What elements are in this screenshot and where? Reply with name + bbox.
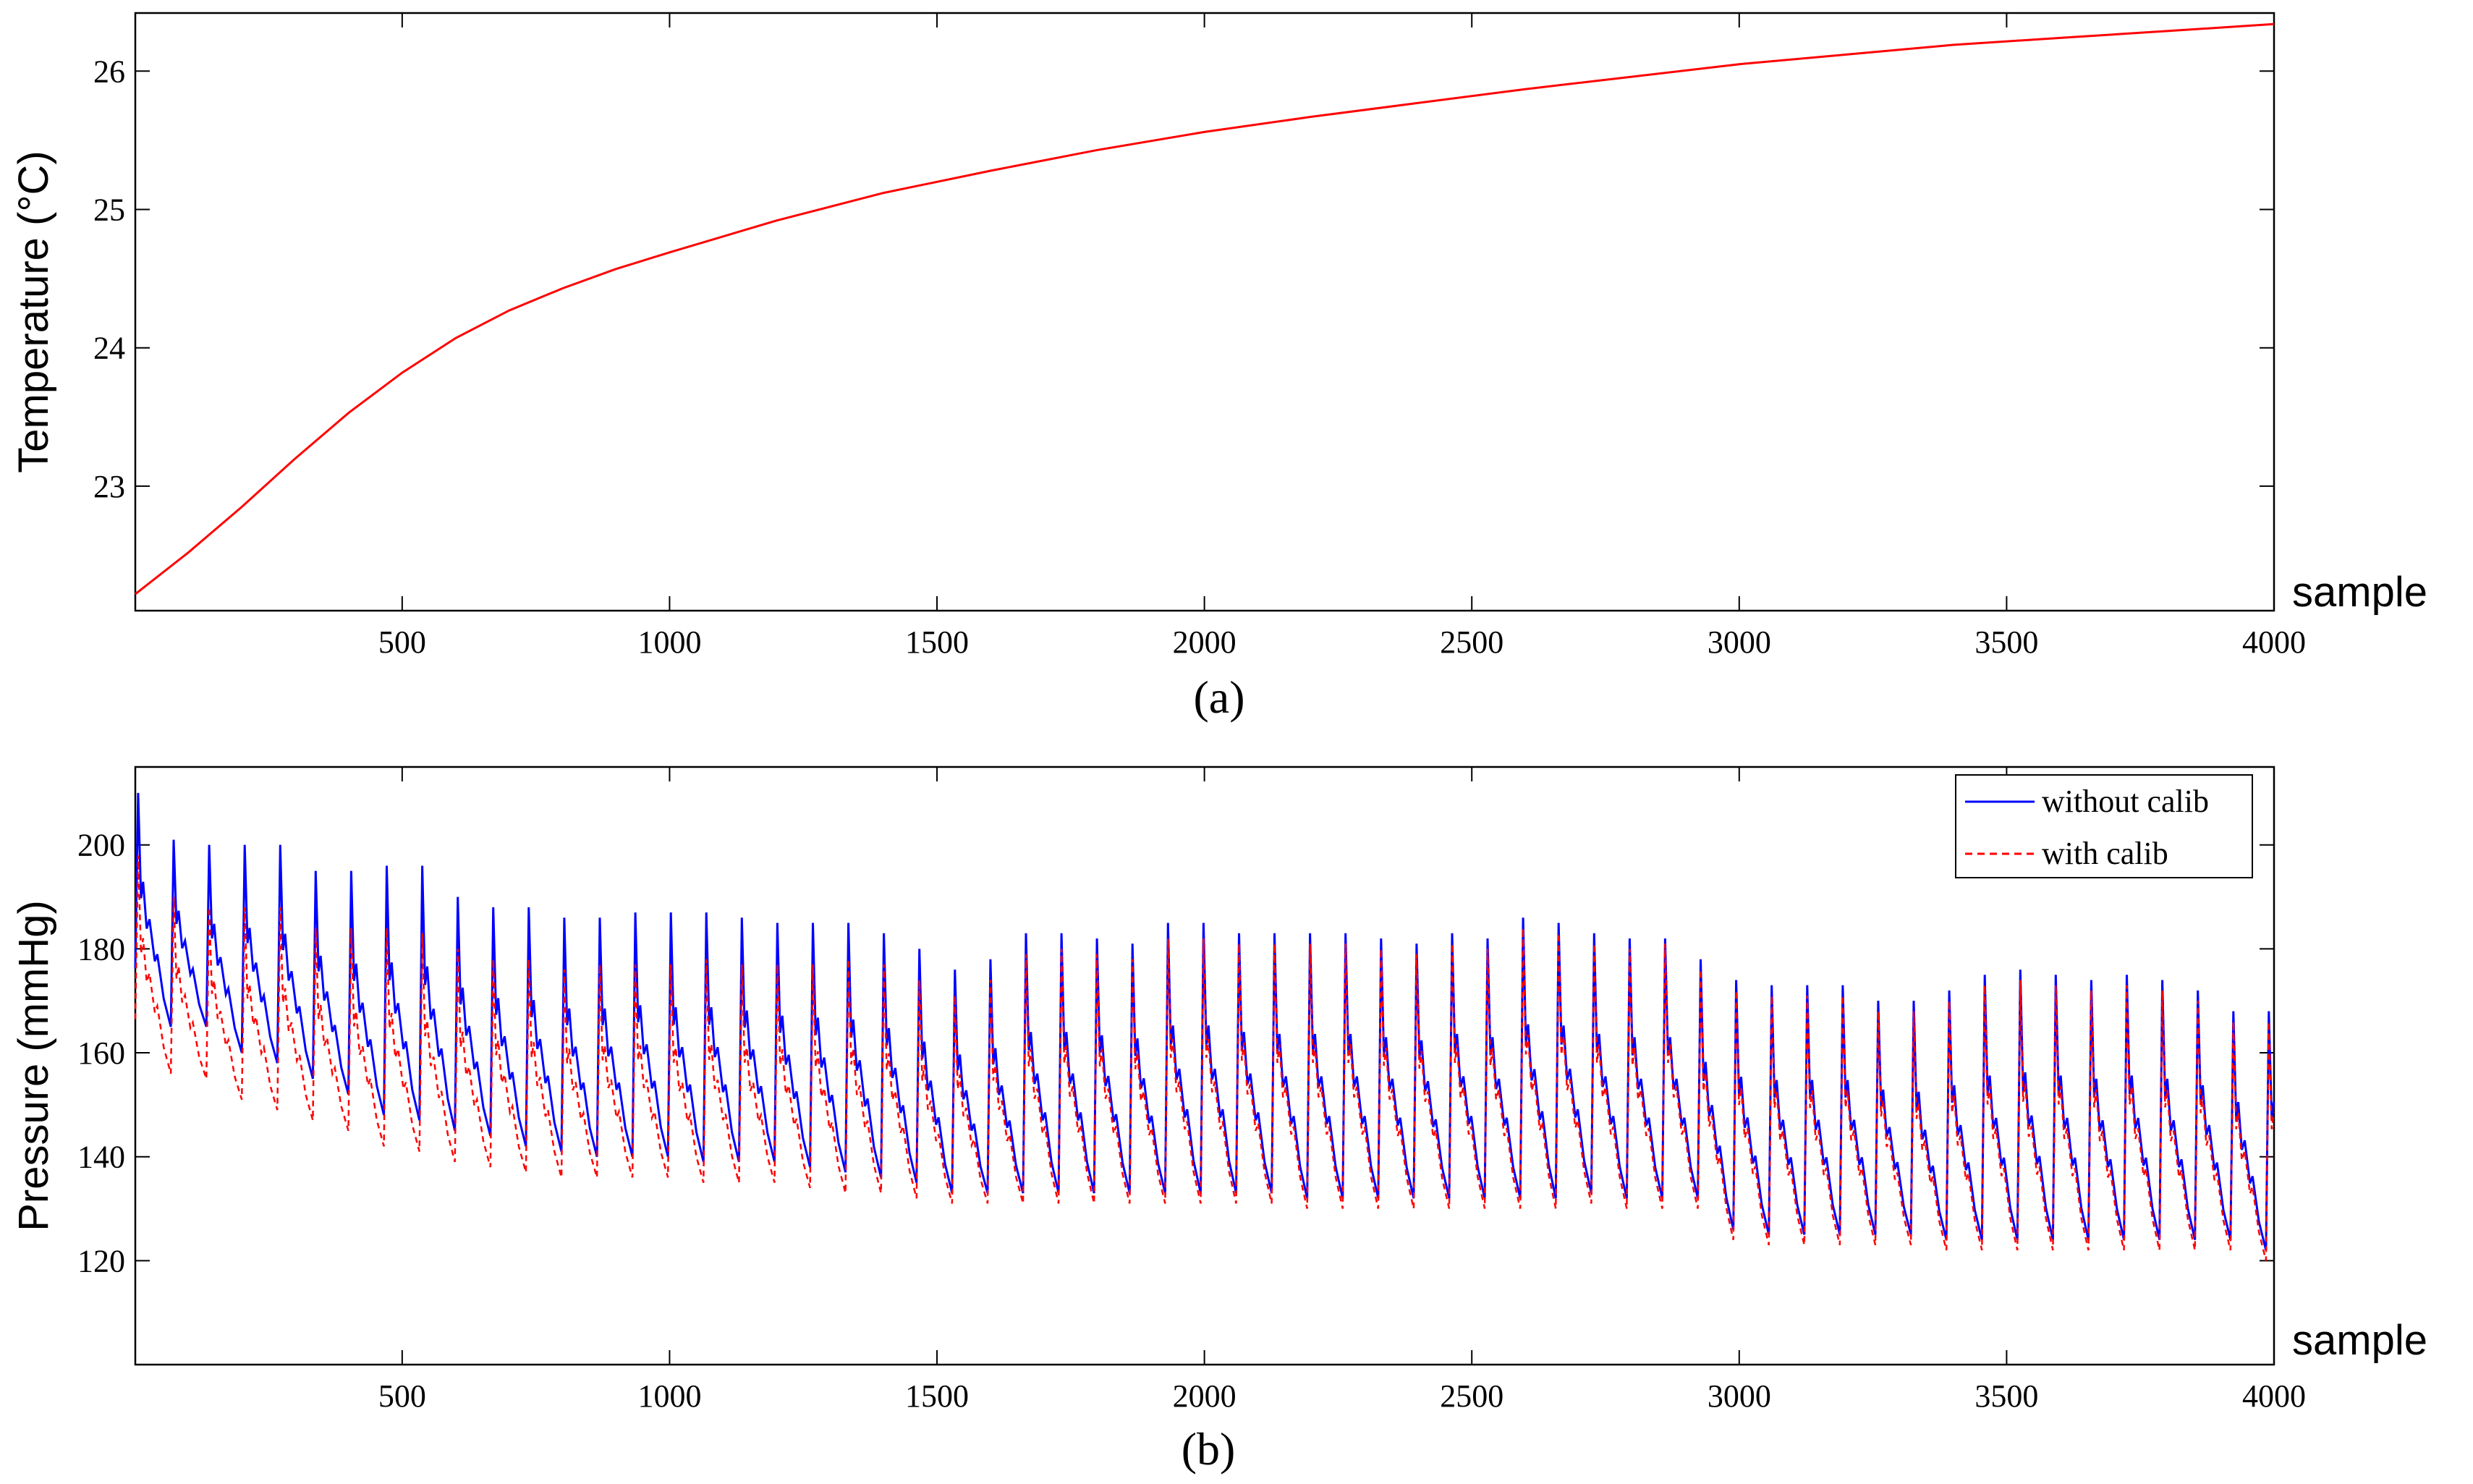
- b-x-tick-label-4: 2500: [1440, 1378, 1503, 1414]
- a-x-tick-label-6: 3500: [1974, 624, 2038, 660]
- b-y-tick-label-0: 120: [77, 1243, 125, 1279]
- a-x-axis-label: sample: [2292, 569, 2427, 616]
- b-x-tick-label-7: 4000: [2242, 1378, 2306, 1414]
- b-series-lines: [134, 792, 2275, 1261]
- b-x-tick-label-1: 1000: [637, 1378, 701, 1414]
- legend-label-without-calib: without calib: [2042, 784, 2209, 819]
- a-x-tick-label-0: 500: [378, 624, 426, 660]
- b-x-tick-label-3: 2000: [1173, 1378, 1236, 1414]
- b-y-tick-label-3: 180: [77, 931, 125, 967]
- b-caption: (b): [1182, 1423, 1236, 1475]
- a-y-tick-labels: 23 24 25 26: [93, 54, 125, 504]
- a-x-tick-label-5: 3000: [1708, 624, 1771, 660]
- a-series-lines: [135, 22, 2275, 595]
- b-y-axis-label: Pressure (mmHg): [10, 900, 57, 1231]
- a-x-tick-label-2: 1500: [905, 624, 969, 660]
- plot-area-a: [134, 12, 2275, 612]
- pressure-chart: 500 1000 1500 2000 2500 3000 3500 4000 120 140 16…: [10, 766, 2427, 1475]
- b-x-tick-label-2: 1500: [905, 1378, 969, 1414]
- a-x-tick-label-7: 4000: [2242, 624, 2306, 660]
- a-y-axis-label: Temperature (°C): [10, 150, 57, 472]
- a-y-tick-label-0: 23: [93, 469, 125, 504]
- a-x-tick-label-1: 1000: [637, 624, 701, 660]
- b-x-tick-label-5: 3000: [1708, 1378, 1771, 1414]
- b-y-tick-labels: 120 140 160 180 200: [77, 828, 125, 1279]
- b-tick-marks: [135, 767, 2275, 1365]
- b-x-axis-label: sample: [2292, 1317, 2427, 1364]
- a-tick-marks: [135, 13, 2275, 611]
- b-x-tick-label-0: 500: [378, 1378, 426, 1414]
- with-calib-line: [134, 855, 2275, 1261]
- a-y-tick-label-3: 26: [93, 54, 125, 89]
- legend-box: [1955, 774, 2253, 878]
- b-y-tick-label-2: 160: [77, 1035, 125, 1071]
- a-caption: (a): [1193, 671, 1244, 723]
- a-x-tick-label-4: 2500: [1440, 624, 1503, 660]
- b-x-tick-label-6: 3500: [1974, 1378, 2038, 1414]
- b-x-tick-labels: 500 1000 1500 2000 2500 3000 3500 4000: [378, 1378, 2306, 1414]
- temperature-chart: 500 1000 1500 2000 2500 3000 3500 4000 23 24 25 26…: [10, 12, 2427, 723]
- a-x-tick-label-3: 2000: [1173, 624, 1236, 660]
- b-y-tick-label-1: 140: [77, 1140, 125, 1175]
- b-y-tick-label-4: 200: [77, 828, 125, 863]
- a-y-tick-label-1: 24: [93, 331, 125, 366]
- legend-label-with-calib: with calib: [2042, 836, 2168, 871]
- a-x-tick-labels: 500 1000 1500 2000 2500 3000 3500 4000: [378, 624, 2306, 660]
- a-y-tick-label-2: 25: [93, 192, 125, 228]
- legend: without calib with calib: [1955, 774, 2253, 878]
- temperature-line: [135, 22, 2275, 595]
